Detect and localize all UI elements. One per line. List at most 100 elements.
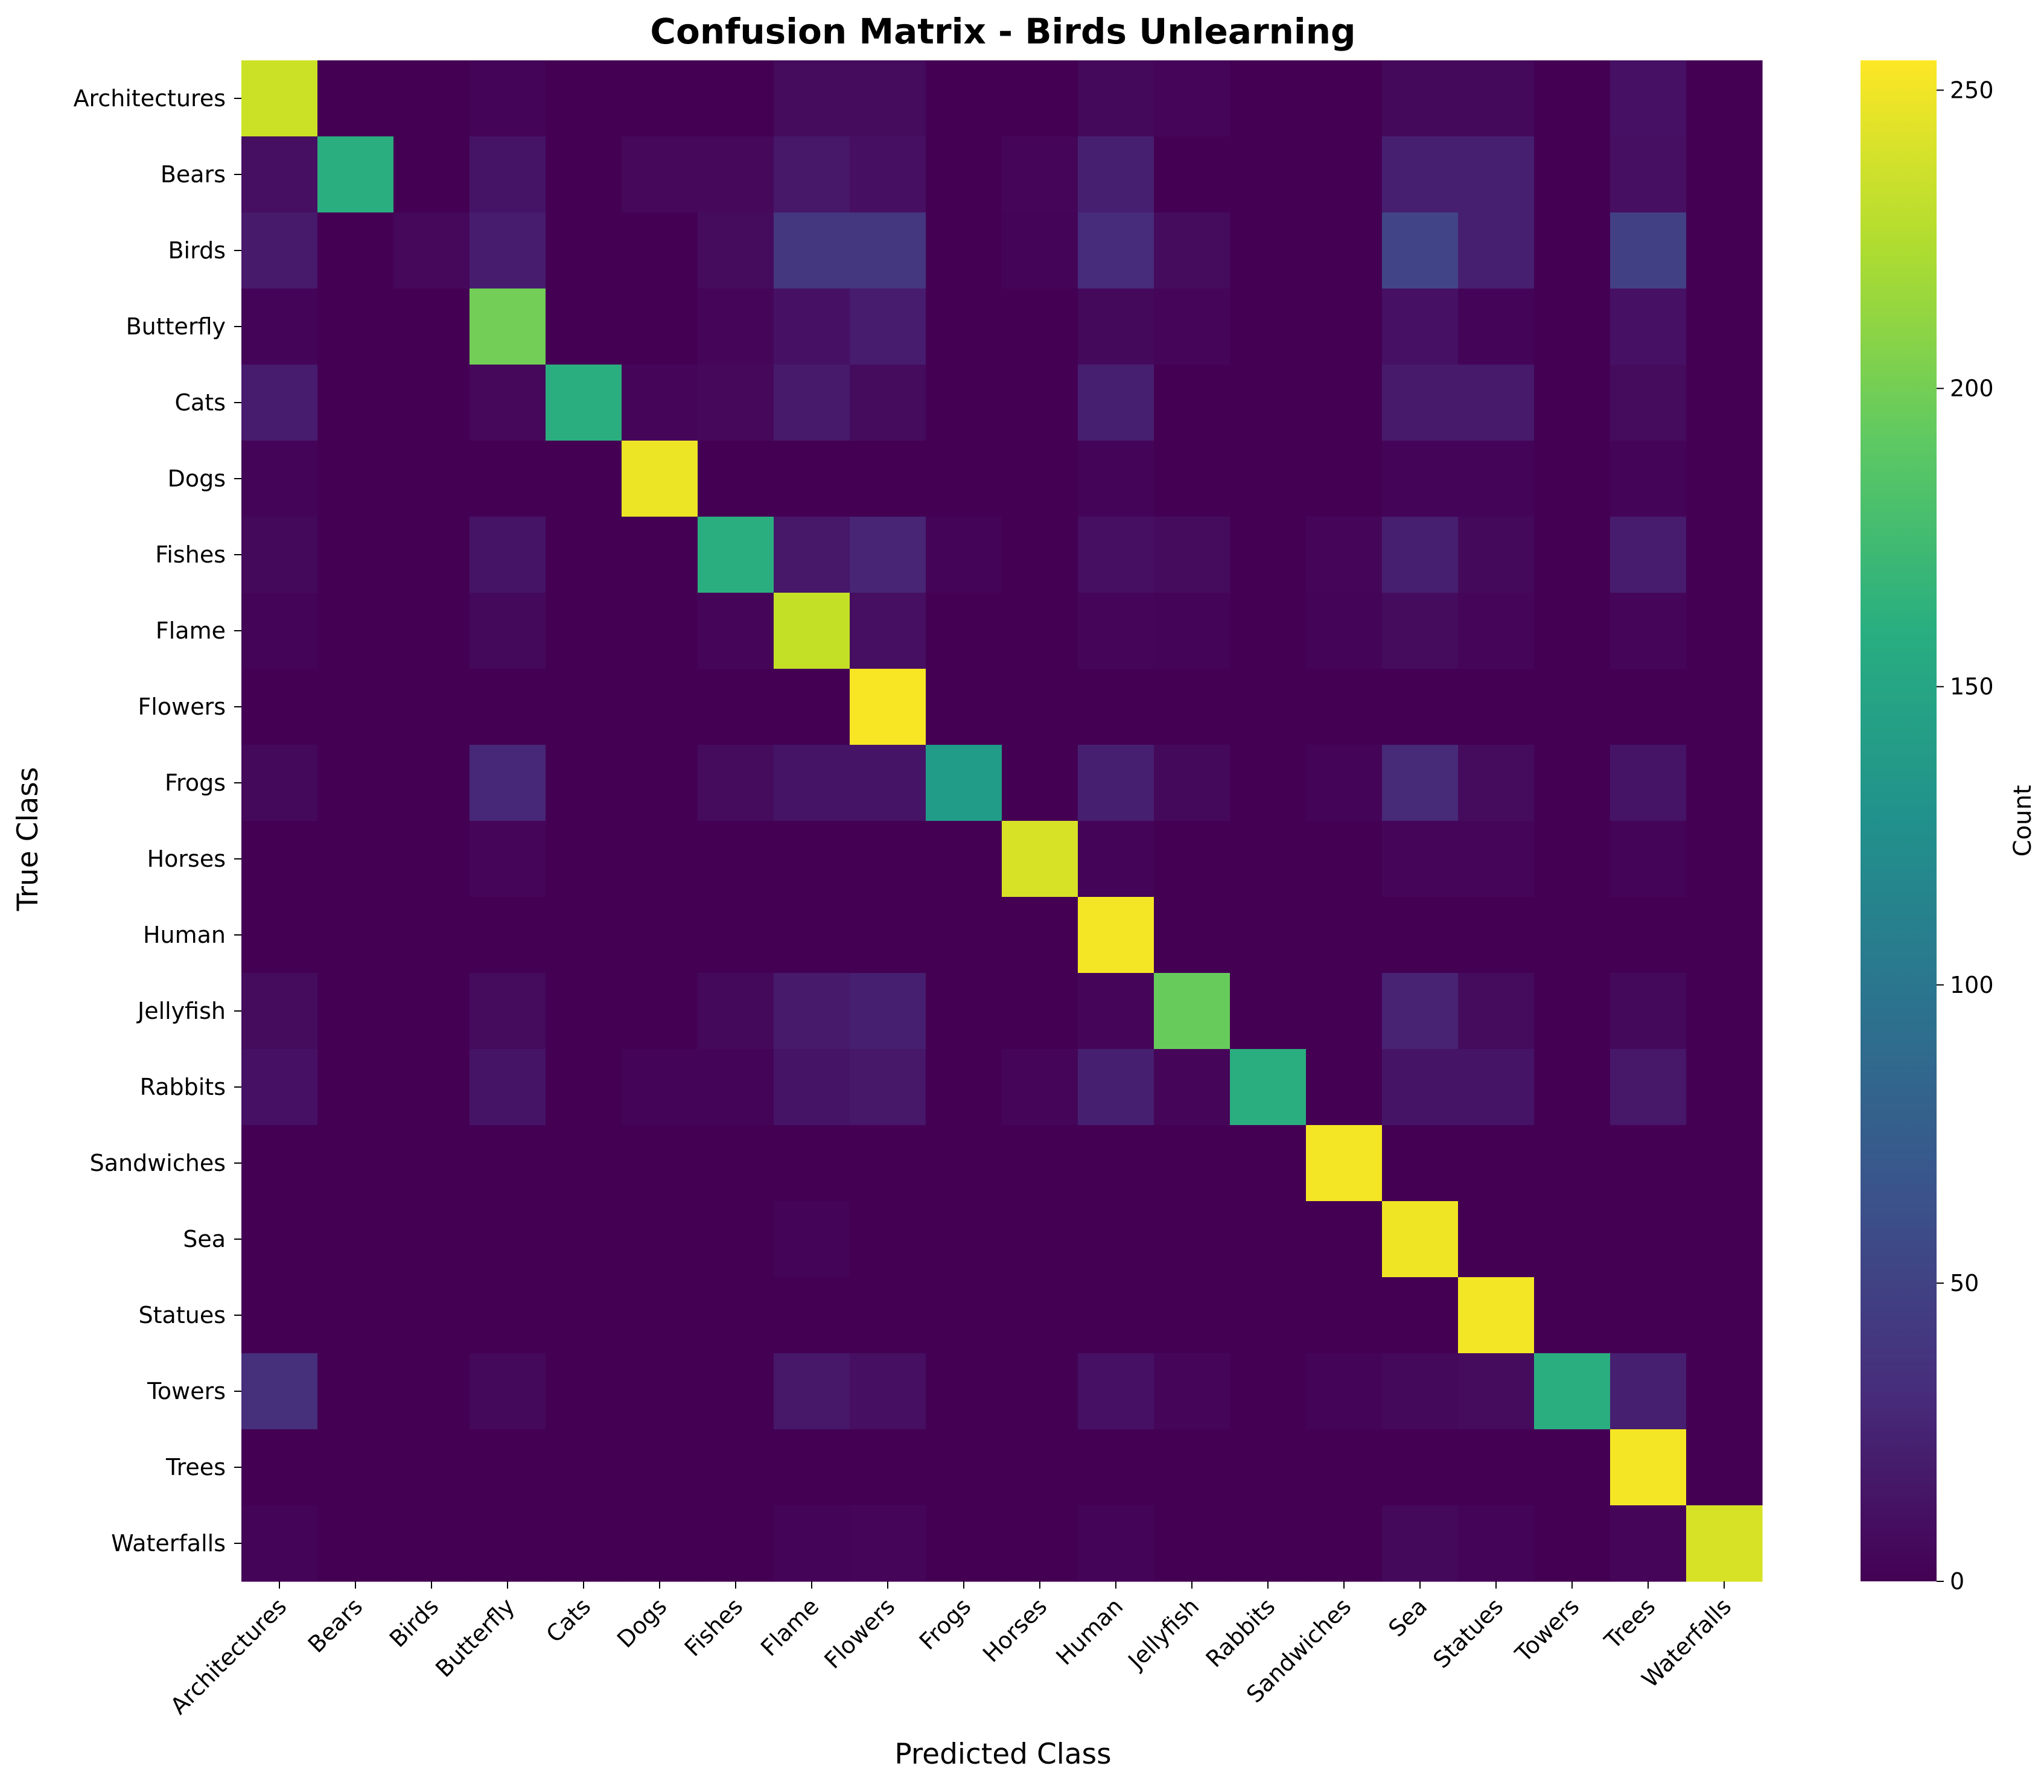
heatmap-cell: [393, 60, 470, 137]
heatmap-cell: [546, 745, 622, 821]
heatmap-cell: [1534, 212, 1611, 289]
heatmap-cell: [1382, 1201, 1459, 1278]
heatmap-cell: [546, 669, 622, 745]
heatmap-cell: [1610, 1429, 1687, 1506]
y-tick-label: Flowers: [138, 694, 226, 720]
y-tick-labels: Architectures Bears Birds Butterfly Cats Dogs…: [74, 85, 241, 1557]
heatmap-cell: [317, 1125, 394, 1202]
heatmap-cell: [1154, 1201, 1231, 1278]
heatmap-cell: [1458, 212, 1535, 289]
y-axis-label: True Class: [11, 767, 45, 911]
y-tick-label: Bears: [161, 161, 226, 188]
heatmap-cell: [926, 60, 1002, 137]
heatmap-cell: [1002, 1277, 1078, 1354]
heatmap-cell: [1230, 289, 1307, 365]
heatmap-cell: [1534, 517, 1611, 593]
heatmap-cell: [241, 1353, 318, 1430]
colorbar-label: Count: [2009, 785, 2037, 857]
heatmap-cell: [1230, 1505, 1307, 1582]
heatmap-cell: [698, 821, 774, 898]
heatmap-cell: [470, 1429, 546, 1506]
heatmap-cell: [1306, 1505, 1383, 1582]
y-tick-label: Jellyfish: [136, 998, 226, 1024]
heatmap-cell: [1154, 897, 1231, 974]
heatmap-cell: [241, 517, 318, 593]
heatmap-cell: [1610, 60, 1687, 137]
heatmap-cell: [1230, 441, 1307, 517]
heatmap-cell: [926, 1125, 1002, 1202]
heatmap-cell: [546, 593, 622, 669]
heatmap-cell: [774, 669, 850, 745]
heatmap-cell: [470, 821, 546, 898]
heatmap-cell: [1686, 1353, 1763, 1430]
heatmap-cell: [1458, 821, 1535, 898]
heatmap-cell: [698, 441, 774, 517]
x-tick-label: Flowers: [819, 1593, 900, 1674]
heatmap-cell: [1002, 136, 1078, 213]
heatmap-cell: [926, 669, 1002, 745]
heatmap-cell: [1230, 212, 1307, 289]
heatmap-cell: [546, 973, 622, 1050]
heatmap-cell: [1230, 1353, 1307, 1430]
heatmap-cell: [1078, 973, 1154, 1050]
heatmap-cell: [1002, 973, 1078, 1050]
heatmap-cell: [546, 1277, 622, 1354]
heatmap-cell: [698, 517, 774, 593]
heatmap-cell: [1382, 1125, 1459, 1202]
colorbar-tick-label: 0: [1950, 1568, 1964, 1595]
heatmap-cell: [850, 136, 926, 213]
heatmap-cell: [1534, 1201, 1611, 1278]
heatmap-cell: [850, 1049, 926, 1126]
heatmap-cell: [926, 593, 1002, 669]
y-tick-label: Fishes: [155, 541, 226, 568]
heatmap-cell: [698, 289, 774, 365]
y-tick-label: Rabbits: [140, 1074, 226, 1100]
heatmap-cell: [1002, 212, 1078, 289]
heatmap-cell: [317, 365, 394, 441]
heatmap-cell: [926, 745, 1002, 821]
heatmap-cell: [774, 821, 850, 898]
y-tick-label: Sandwiches: [90, 1150, 226, 1176]
heatmap-cell: [1154, 136, 1231, 213]
heatmap-cell: [774, 897, 850, 974]
y-tick-label: Towers: [147, 1378, 226, 1405]
heatmap-cell: [546, 1125, 622, 1202]
heatmap-cell: [470, 1277, 546, 1354]
heatmap-cell: [1154, 1049, 1231, 1126]
heatmap-cell: [241, 1049, 318, 1126]
heatmap-cell: [1002, 1125, 1078, 1202]
x-tick-label: Trees: [1599, 1593, 1661, 1654]
heatmap-cell: [850, 669, 926, 745]
heatmap-cell: [1534, 1277, 1611, 1354]
heatmap-cell: [774, 136, 850, 213]
heatmap-cell: [393, 593, 470, 669]
colorbar-tick-label: 50: [1950, 1270, 1979, 1296]
heatmap-cell: [850, 593, 926, 669]
heatmap-cell: [1078, 1201, 1154, 1278]
heatmap-cell: [1686, 212, 1763, 289]
heatmap-cell: [470, 136, 546, 213]
heatmap-cell: [926, 897, 1002, 974]
heatmap-cell: [546, 289, 622, 365]
heatmap-cell: [1610, 1125, 1687, 1202]
heatmap-cell: [622, 1201, 698, 1278]
heatmap-cell: [850, 441, 926, 517]
heatmap-cell: [1458, 1049, 1535, 1126]
heatmap-cell: [622, 1429, 698, 1506]
heatmap-cell: [1306, 1353, 1383, 1430]
heatmap-cell: [1078, 212, 1154, 289]
heatmap-cell: [698, 1429, 774, 1506]
heatmap-cell: [1002, 1353, 1078, 1430]
heatmap-cell: [1230, 60, 1307, 137]
heatmap-cell: [1610, 365, 1687, 441]
heatmap-cell: [1686, 897, 1763, 974]
heatmap-cell: [774, 365, 850, 441]
heatmap-cell: [317, 1277, 394, 1354]
heatmap-cell: [774, 517, 850, 593]
y-tick-label: Birds: [168, 237, 226, 264]
heatmap-cell: [850, 212, 926, 289]
heatmap-cell: [698, 60, 774, 137]
heatmap-cell: [850, 1353, 926, 1430]
heatmap-cell: [546, 517, 622, 593]
